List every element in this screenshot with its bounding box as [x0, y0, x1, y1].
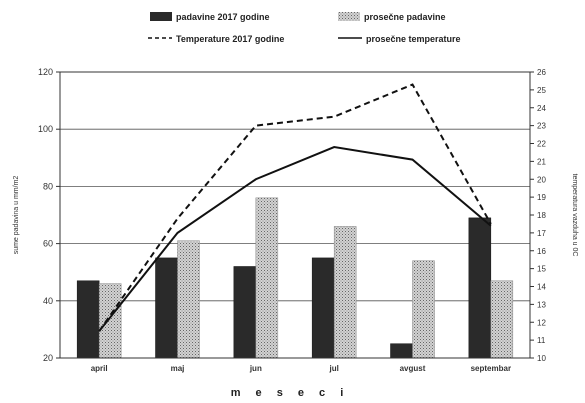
- bar-2017: [233, 266, 257, 359]
- category-label: maj: [171, 364, 185, 373]
- category-label: avgust: [400, 364, 426, 373]
- bar-2017: [311, 257, 335, 359]
- right-tick-label: 15: [537, 265, 546, 274]
- right-tick-label: 22: [537, 140, 546, 149]
- right-tick-label: 13: [537, 300, 546, 309]
- right-tick-label: 12: [537, 318, 546, 327]
- legend-label-temp-2017: Temperature 2017 godine: [176, 34, 284, 44]
- right-tick-label: 14: [537, 283, 546, 292]
- legend-label-bars-avg-text: prosečne padavine: [364, 12, 446, 22]
- category-label: jul: [328, 364, 338, 373]
- bar-average: [255, 197, 279, 359]
- category-label: april: [91, 364, 108, 373]
- left-tick-label: 20: [43, 353, 53, 363]
- left-tick-label: 120: [38, 67, 53, 77]
- x-axis-title: m e s e c i: [231, 387, 350, 399]
- y-axis-right-title: temperatura vazduha u 0C: [571, 174, 578, 257]
- left-tick-label: 80: [43, 181, 53, 191]
- category-label: septembar: [471, 364, 511, 373]
- left-tick-label: 40: [43, 296, 53, 306]
- left-tick-label: 60: [43, 239, 53, 249]
- legend-label-bars-2017: padavine 2017 godine: [176, 12, 270, 22]
- right-tick-label: 25: [537, 86, 546, 95]
- right-tick-label: 10: [537, 354, 546, 363]
- right-tick-label: 23: [537, 122, 546, 131]
- right-tick-label: 17: [537, 229, 546, 238]
- right-axis-ticks: 10 11 12 13 14 15 16 17 18 19 20 21 22 23 24 25 26: [530, 68, 546, 363]
- category-labels: april maj jun jul avgust septembar: [91, 364, 511, 373]
- bar-average: [98, 283, 122, 359]
- temperature-lines: [98, 83, 492, 332]
- line-temperature-2017: [98, 83, 492, 332]
- bar-average: [333, 226, 357, 359]
- plot-area: [59, 71, 531, 359]
- left-tick-label: 100: [38, 124, 53, 134]
- line-temperature-average: [98, 146, 492, 332]
- gridlines: [60, 128, 530, 302]
- legend-swatch-bars-2017: [150, 12, 172, 21]
- right-tick-label: 11: [537, 336, 546, 345]
- legend-label-temp-avg: prosečne temperature: [366, 34, 461, 44]
- bar-2017: [468, 217, 492, 359]
- right-tick-label: 20: [537, 175, 546, 184]
- right-tick-label: 26: [537, 68, 546, 77]
- right-tick-label: 16: [537, 247, 546, 256]
- bar-2017: [155, 257, 178, 359]
- bar-2017: [390, 343, 413, 359]
- bar-2017: [76, 280, 100, 359]
- right-tick-label: 24: [537, 104, 546, 113]
- bars: [76, 197, 514, 359]
- legend: padavine 2017 godine Temperature 2017 go…: [148, 12, 461, 44]
- legend-swatch-bars-avg: [338, 12, 360, 21]
- y-axis-left-title: sume padavina u mm/m2: [13, 176, 20, 255]
- right-tick-label: 18: [537, 211, 546, 220]
- left-axis-ticks: 20 40 60 80 100 120: [38, 67, 60, 363]
- bar-average: [490, 280, 514, 359]
- bar-average: [412, 260, 435, 359]
- right-tick-label: 19: [537, 193, 546, 202]
- category-label: jun: [249, 364, 262, 373]
- right-tick-label: 21: [537, 157, 546, 166]
- bar-average: [177, 240, 200, 359]
